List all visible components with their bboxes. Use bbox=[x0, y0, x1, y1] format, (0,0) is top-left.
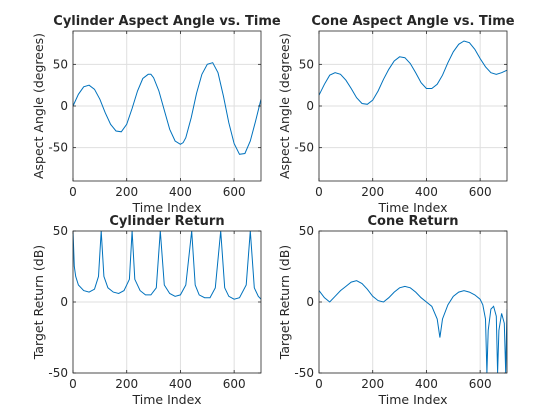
y-tick-label: 50 bbox=[299, 224, 314, 238]
x-tick-label: 200 bbox=[115, 377, 138, 391]
x-tick-label: 200 bbox=[361, 185, 384, 199]
subplot-cyl-aspect: 0 200 400 600 -50 0 50 Cylinder Aspect Angle vs… bbox=[31, 14, 281, 215]
x-tick-label: 0 bbox=[69, 377, 77, 391]
y-tick-label: -50 bbox=[48, 366, 68, 380]
y-tick-label: 50 bbox=[299, 57, 314, 71]
y-axis-label: Target Return (dB) bbox=[31, 245, 46, 360]
x-tick-label: 600 bbox=[469, 185, 492, 199]
y-tick-label: -50 bbox=[294, 141, 314, 155]
y-tick-label: 0 bbox=[306, 99, 314, 113]
x-tick-label: 400 bbox=[415, 377, 438, 391]
chart-title: Cone Aspect Angle vs. Time bbox=[311, 14, 514, 29]
x-tick-label: 0 bbox=[315, 377, 323, 391]
x-axis-label: Time Index bbox=[132, 392, 202, 407]
x-tick-label: 0 bbox=[315, 185, 323, 199]
y-tick-label: 0 bbox=[60, 295, 68, 309]
y-tick-label: -50 bbox=[48, 141, 68, 155]
y-axis-label: Aspect Angle (degrees) bbox=[277, 33, 292, 179]
x-tick-label: 400 bbox=[169, 377, 192, 391]
series-line bbox=[73, 231, 261, 300]
y-axis-label: Target Return (dB) bbox=[277, 245, 292, 360]
x-tick-label: 600 bbox=[223, 185, 246, 199]
x-tick-label: 0 bbox=[69, 185, 77, 199]
y-axis-label: Aspect Angle (degrees) bbox=[31, 33, 46, 179]
series-line bbox=[319, 40, 507, 105]
x-tick-label: 400 bbox=[169, 185, 192, 199]
x-tick-label: 400 bbox=[415, 185, 438, 199]
series-line bbox=[319, 280, 507, 373]
chart-title: Cone Return bbox=[367, 214, 458, 229]
x-tick-label: 600 bbox=[223, 377, 246, 391]
x-tick-label: 200 bbox=[115, 185, 138, 199]
x-axis-label: Time Index bbox=[378, 392, 448, 407]
chart-title: Cylinder Return bbox=[109, 214, 224, 229]
x-axis-label: Time Index bbox=[132, 200, 202, 215]
x-tick-label: 600 bbox=[469, 377, 492, 391]
y-tick-label: 0 bbox=[60, 99, 68, 113]
chart-title: Cylinder Aspect Angle vs. Time bbox=[53, 14, 281, 29]
y-tick-label: 50 bbox=[53, 57, 68, 71]
y-tick-label: 50 bbox=[53, 224, 68, 238]
subplot-cone-aspect: 0 200 400 600 -50 0 50 Cone Aspect Angle vs. Ti… bbox=[277, 14, 515, 215]
y-tick-label: 0 bbox=[306, 295, 314, 309]
x-tick-label: 200 bbox=[361, 377, 384, 391]
y-tick-label: -50 bbox=[294, 366, 314, 380]
series-line bbox=[73, 62, 261, 155]
x-axis-label: Time Index bbox=[378, 200, 448, 215]
